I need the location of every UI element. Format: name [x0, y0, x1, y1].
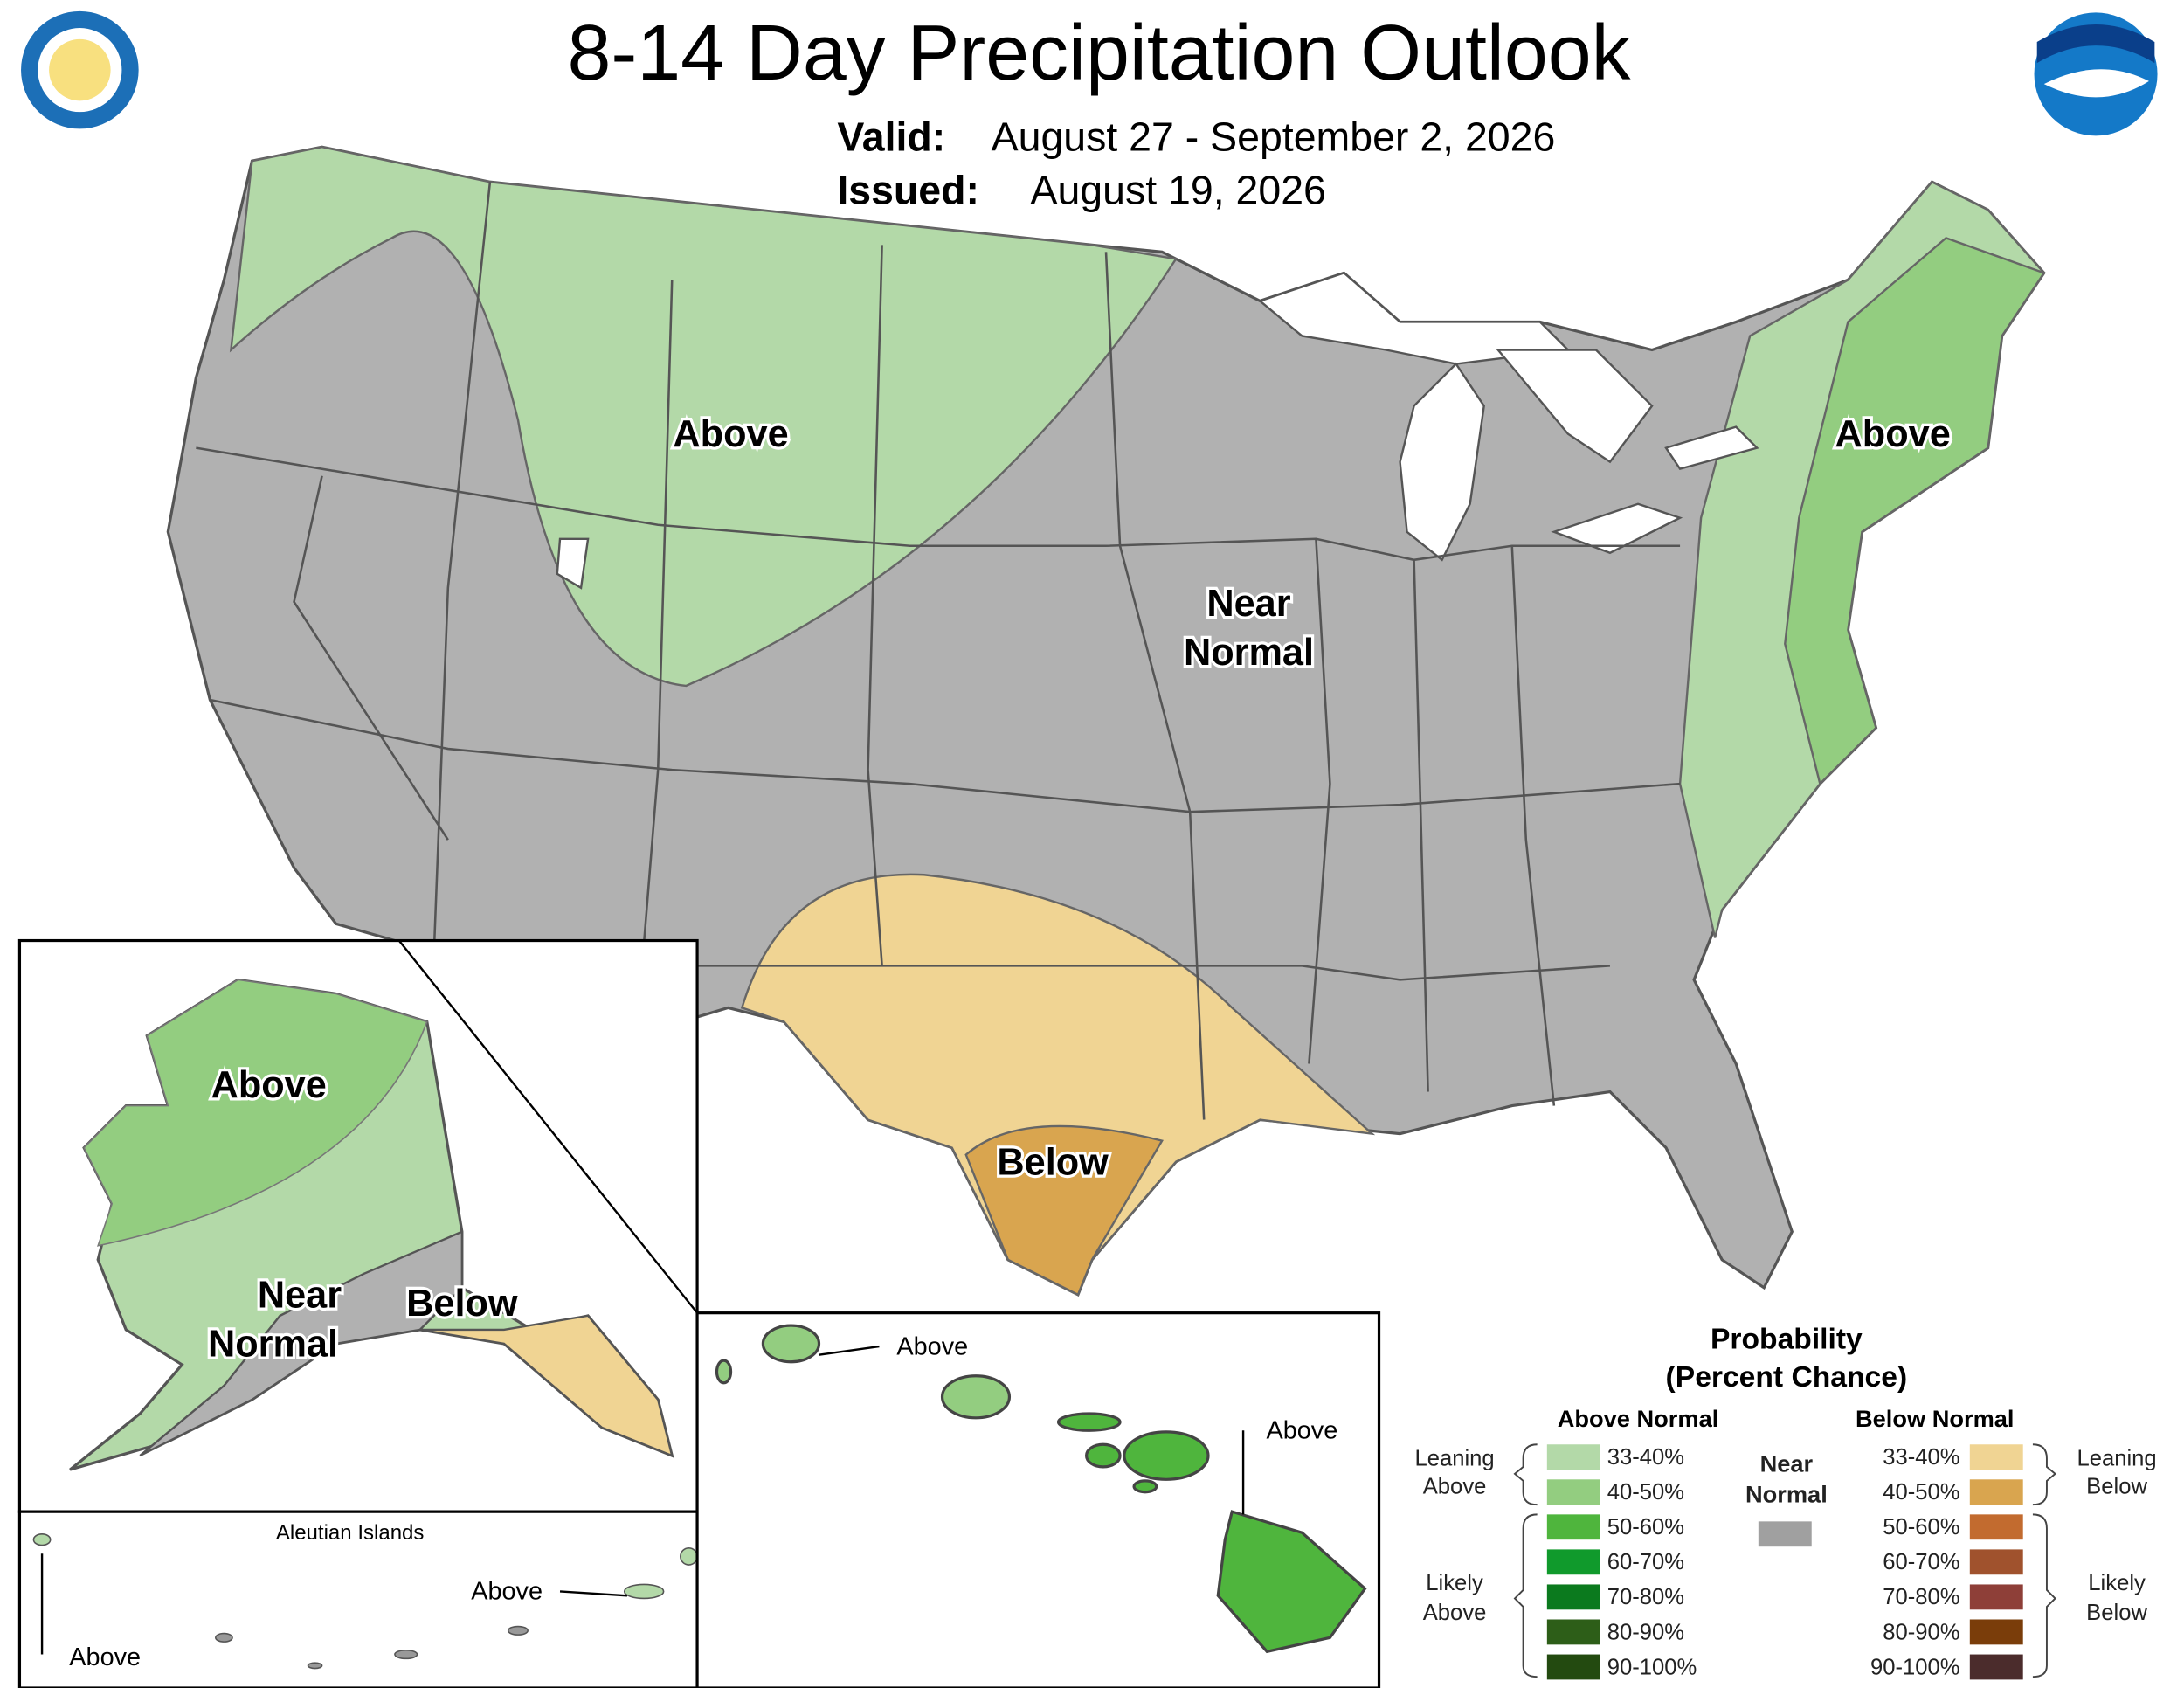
- valid-label: Valid:: [837, 114, 945, 159]
- great-lakes: [556, 272, 1759, 590]
- legend-label: 90-100%: [1607, 1655, 1697, 1679]
- legend-swatch: [1969, 1619, 2023, 1645]
- alaska-above-core: [83, 979, 428, 1247]
- bracket-label: Leaning: [2077, 1447, 2156, 1471]
- legend-label: 80-90%: [1607, 1620, 1684, 1644]
- legend-swatch: [1546, 1584, 1600, 1610]
- legend-label: 70-80%: [1883, 1585, 1959, 1609]
- brackets: [1513, 1443, 2057, 1678]
- bracket-label: Likely: [2088, 1571, 2146, 1595]
- legend-label: 80-90%: [1883, 1620, 1959, 1644]
- legend-label: 60-70%: [1607, 1550, 1684, 1574]
- legend-swatch: [1969, 1549, 2023, 1575]
- issued-date: August 19, 2026: [1030, 167, 1325, 212]
- map-label: Above: [673, 413, 788, 455]
- map-label: Above: [69, 1643, 141, 1671]
- legend-label: 50-60%: [1607, 1515, 1684, 1539]
- legend-swatch: [1969, 1444, 2023, 1470]
- inset-title: Aleutian Islands: [276, 1521, 425, 1545]
- map-label: Near: [1206, 583, 1290, 625]
- legend-near-label: Near: [1760, 1449, 1814, 1477]
- legend-swatch: [1546, 1514, 1600, 1540]
- legend-title: (Percent Chance): [1666, 1361, 1908, 1394]
- noaa-logo: [2034, 12, 2158, 136]
- legend-swatch: [1546, 1654, 1600, 1680]
- legend-swatch: [1969, 1654, 2023, 1680]
- hawaii-inset: [695, 1311, 1381, 1688]
- alaska-below: [419, 1314, 674, 1458]
- legend-swatch: [1758, 1521, 1812, 1547]
- valid-dates: August 27 - September 2, 2026: [992, 114, 1556, 159]
- map-label: Normal: [1184, 632, 1314, 674]
- legend-label: 50-60%: [1883, 1515, 1959, 1539]
- bracket-label: Below: [2086, 1601, 2147, 1625]
- legend-swatch: [1546, 1444, 1600, 1470]
- legend-swatch: [1969, 1584, 2023, 1610]
- legend-title: Probability: [1711, 1324, 1863, 1356]
- map-label: Normal: [208, 1324, 338, 1366]
- legend-label: 90-100%: [1870, 1655, 1960, 1679]
- bracket-label: Below: [2086, 1475, 2147, 1499]
- title: 8-14 Day Precipitation Outlook: [567, 10, 1630, 97]
- legend: Probability (Percent Chance) Above Norma…: [1414, 1324, 2157, 1680]
- bracket-label: Likely: [1426, 1571, 1483, 1595]
- alaska-near-normal: [139, 1229, 464, 1457]
- state-lines: [196, 182, 1681, 1120]
- map-label: Above: [211, 1064, 327, 1106]
- map-label: Near: [258, 1274, 342, 1316]
- map-label: Above: [896, 1332, 968, 1360]
- legend-label: 40-50%: [1607, 1480, 1684, 1505]
- legend-label: 40-50%: [1883, 1480, 1959, 1505]
- legend-swatch: [1546, 1549, 1600, 1575]
- legend-heading: Below Normal: [1856, 1405, 2015, 1432]
- legend-swatch: [1546, 1479, 1600, 1505]
- bracket-label: Leaning: [1414, 1447, 1494, 1471]
- issued-label: Issued:: [837, 167, 979, 212]
- map-label: Below: [997, 1141, 1109, 1183]
- legend-swatch: [1546, 1619, 1600, 1645]
- nw-above-region: [229, 145, 1178, 688]
- map-label: Above: [471, 1578, 543, 1606]
- doc-logo: [21, 10, 139, 129]
- legend-heading: Above Normal: [1558, 1405, 1719, 1432]
- legend-near-label: Normal: [1745, 1481, 1828, 1508]
- map-label: Above: [1267, 1416, 1338, 1444]
- bracket-label: Above: [1423, 1475, 1487, 1499]
- map-label: Above: [1835, 413, 1951, 455]
- map-label: Below: [406, 1283, 518, 1325]
- legend-label: 33-40%: [1607, 1445, 1684, 1470]
- bracket-label: Above: [1423, 1601, 1487, 1625]
- legend-swatch: [1969, 1514, 2023, 1540]
- legend-label: 70-80%: [1607, 1585, 1684, 1609]
- legend-label: 60-70%: [1883, 1550, 1959, 1574]
- ne-above-core: [1784, 236, 2046, 786]
- aleutian-inset: [17, 1510, 699, 1688]
- tx-below-core: [964, 1124, 1164, 1297]
- legend-label: 33-40%: [1883, 1445, 1959, 1470]
- alaska-inset: [17, 938, 699, 1513]
- tx-below-region: [740, 873, 1376, 1297]
- legend-swatch: [1969, 1479, 2023, 1505]
